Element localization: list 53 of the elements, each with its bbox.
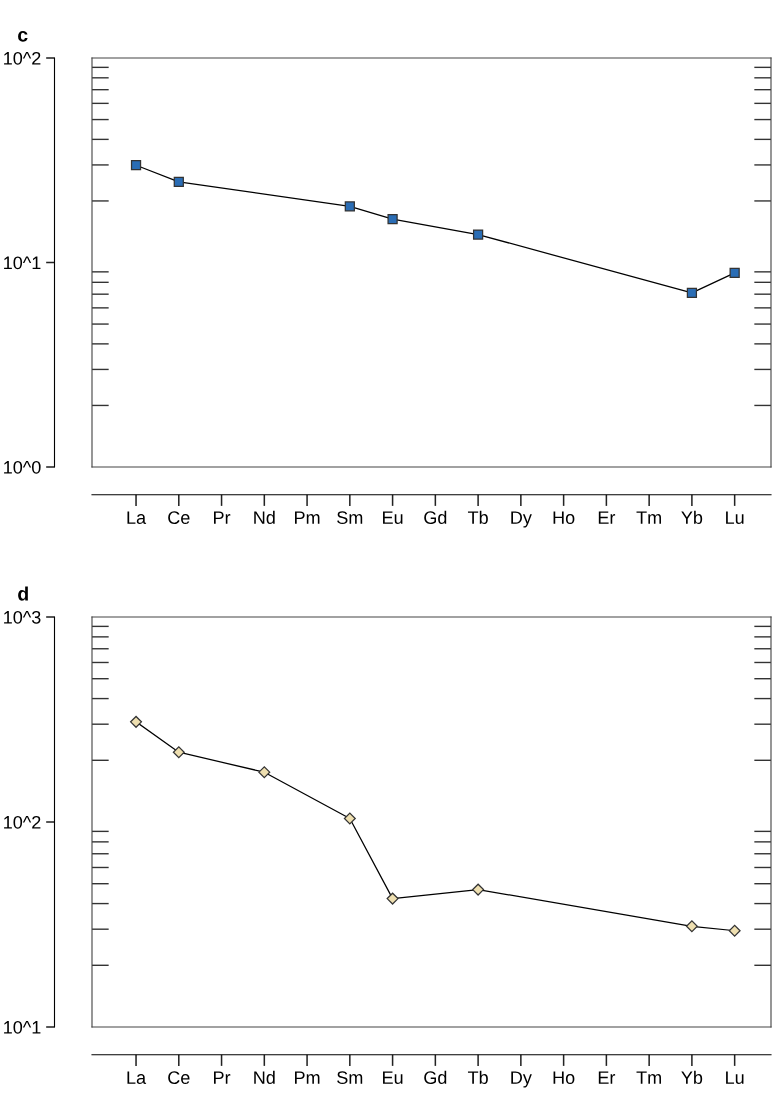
point — [172, 746, 185, 759]
x-tick-label: Er — [598, 1071, 616, 1084]
x-tick-label: La — [127, 511, 147, 525]
y-tick-label: 10^2 — [4, 815, 41, 829]
x-tick-label: Sm — [337, 1071, 363, 1085]
x-tick-label: Pr — [214, 1071, 231, 1084]
x-tick-label: Tb — [467, 1070, 488, 1085]
x-tick-label: Nd — [254, 510, 275, 525]
x-tick-label: Ho — [553, 1071, 575, 1085]
point — [130, 160, 142, 171]
x-tick-label: Dy — [511, 1071, 532, 1088]
x-tick-label: Tm — [636, 511, 661, 524]
x-tick-label: Sm — [337, 511, 363, 525]
x-tick-label: Yb — [681, 1070, 703, 1085]
x-tick-label: Tb — [467, 510, 488, 525]
y-tick-label: 10^1 — [4, 1020, 41, 1034]
point — [685, 920, 698, 933]
x-tick-label: Tm — [636, 1071, 661, 1084]
x-tick-label: Ce — [168, 1071, 190, 1085]
x-tick-label: Er — [598, 511, 616, 524]
x-tick-label: Ce — [168, 511, 190, 525]
point — [258, 766, 271, 779]
point — [130, 715, 143, 728]
point — [344, 201, 355, 212]
chart-title: c — [18, 31, 28, 42]
y-tick-label: 10^1 — [4, 256, 41, 270]
x-tick-label: Gd — [424, 510, 447, 525]
point — [729, 267, 740, 278]
x-tick-label: Gd — [424, 1070, 447, 1085]
point — [472, 229, 484, 240]
point — [686, 287, 698, 299]
x-tick-label: Ho — [553, 511, 575, 525]
x-tick-label: Yb — [681, 510, 703, 525]
point — [387, 213, 398, 225]
x-tick-label: Eu — [383, 1071, 403, 1085]
y-tick-label: 10^3 — [4, 610, 41, 624]
x-tick-label: Lu — [726, 511, 744, 525]
point — [173, 176, 184, 187]
point — [386, 892, 399, 905]
point — [343, 812, 356, 825]
x-tick-label: Lu — [726, 1071, 744, 1085]
x-tick-label: La — [127, 1071, 147, 1085]
x-tick-label: Pr — [214, 511, 231, 524]
x-tick-label: Dy — [511, 511, 532, 528]
y-tick-label: 10^2 — [4, 51, 41, 65]
x-tick-label: Pm — [295, 511, 320, 524]
point — [472, 883, 485, 896]
x-tick-label: Eu — [383, 511, 403, 525]
point — [728, 924, 741, 937]
y-tick-label: 10^0 — [4, 460, 41, 474]
x-tick-label: Nd — [254, 1070, 275, 1085]
chart-title: d — [18, 586, 28, 601]
x-tick-label: Pm — [295, 1071, 320, 1084]
